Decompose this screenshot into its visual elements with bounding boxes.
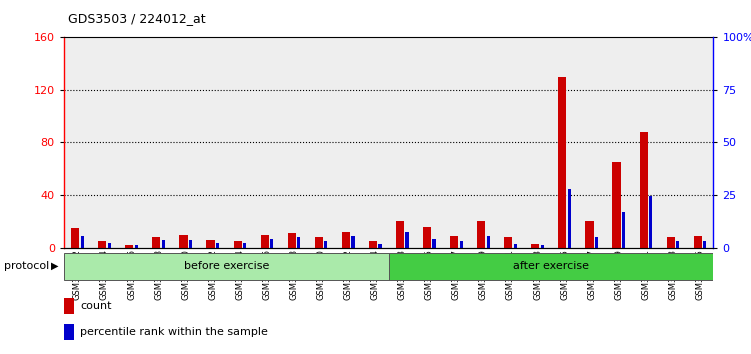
- Bar: [595, 237, 598, 248]
- Bar: [667, 237, 674, 248]
- FancyBboxPatch shape: [64, 253, 389, 280]
- Bar: [288, 233, 296, 248]
- Bar: [118, 37, 145, 248]
- Bar: [524, 37, 551, 248]
- Bar: [125, 245, 134, 248]
- Bar: [253, 37, 280, 248]
- Bar: [640, 132, 647, 248]
- Bar: [578, 37, 605, 248]
- Bar: [64, 37, 91, 248]
- Bar: [189, 240, 192, 248]
- Bar: [396, 222, 404, 248]
- Bar: [270, 239, 273, 248]
- Bar: [234, 241, 242, 248]
- Bar: [324, 241, 327, 248]
- Bar: [423, 227, 431, 248]
- Bar: [703, 241, 707, 248]
- Bar: [315, 237, 323, 248]
- Bar: [243, 242, 246, 248]
- Text: percentile rank within the sample: percentile rank within the sample: [80, 327, 268, 337]
- Bar: [369, 241, 377, 248]
- Bar: [406, 232, 409, 248]
- Bar: [649, 196, 653, 248]
- Bar: [80, 236, 84, 248]
- Bar: [71, 228, 80, 248]
- Bar: [261, 235, 269, 248]
- Bar: [460, 241, 463, 248]
- FancyBboxPatch shape: [389, 253, 713, 280]
- Bar: [351, 236, 354, 248]
- Bar: [487, 236, 490, 248]
- Bar: [307, 37, 334, 248]
- Bar: [342, 232, 350, 248]
- Bar: [280, 37, 307, 248]
- Text: before exercise: before exercise: [183, 261, 269, 272]
- Bar: [98, 241, 107, 248]
- Bar: [64, 298, 74, 314]
- Bar: [632, 37, 659, 248]
- Bar: [551, 37, 578, 248]
- Bar: [504, 237, 512, 248]
- Bar: [297, 237, 300, 248]
- Text: after exercise: after exercise: [513, 261, 589, 272]
- Bar: [497, 37, 524, 248]
- Bar: [433, 239, 436, 248]
- Bar: [152, 237, 161, 248]
- Text: protocol: protocol: [4, 261, 49, 271]
- Bar: [389, 37, 416, 248]
- Bar: [450, 236, 458, 248]
- Bar: [161, 240, 165, 248]
- Bar: [477, 222, 485, 248]
- Bar: [107, 242, 111, 248]
- Bar: [199, 37, 226, 248]
- Bar: [514, 244, 517, 248]
- Text: GDS3503 / 224012_at: GDS3503 / 224012_at: [68, 12, 205, 25]
- Bar: [179, 235, 188, 248]
- Bar: [694, 236, 702, 248]
- Bar: [586, 222, 593, 248]
- Bar: [334, 37, 361, 248]
- Text: count: count: [80, 301, 112, 311]
- Bar: [568, 189, 571, 248]
- Bar: [443, 37, 470, 248]
- Bar: [145, 37, 172, 248]
- Bar: [91, 37, 118, 248]
- Bar: [361, 37, 389, 248]
- Bar: [613, 162, 620, 248]
- Bar: [622, 212, 626, 248]
- Bar: [686, 37, 713, 248]
- Bar: [416, 37, 443, 248]
- Bar: [379, 244, 382, 248]
- Bar: [558, 77, 566, 248]
- Text: ▶: ▶: [51, 261, 59, 271]
- Bar: [172, 37, 199, 248]
- Bar: [676, 241, 680, 248]
- Bar: [226, 37, 253, 248]
- Bar: [659, 37, 686, 248]
- Bar: [531, 244, 539, 248]
- Bar: [207, 240, 215, 248]
- Bar: [470, 37, 497, 248]
- Bar: [64, 324, 74, 340]
- Bar: [605, 37, 632, 248]
- Bar: [216, 242, 219, 248]
- Bar: [541, 245, 544, 248]
- Bar: [134, 245, 138, 248]
